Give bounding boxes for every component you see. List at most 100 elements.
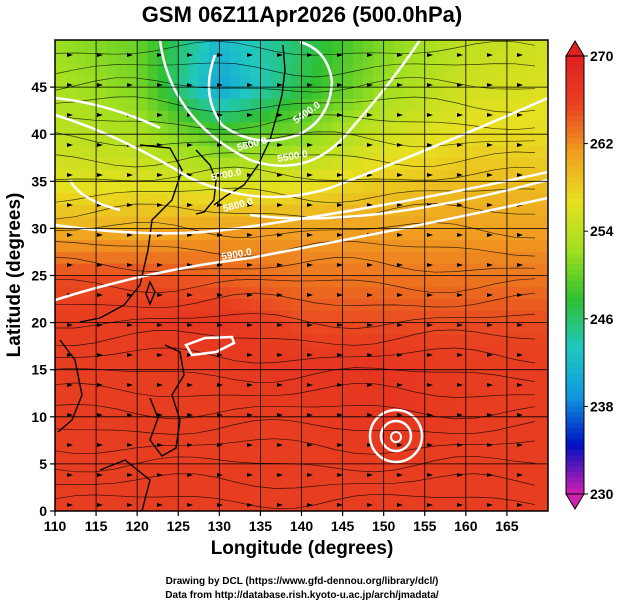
streamline-arrow	[67, 413, 73, 417]
heat-cell	[291, 322, 303, 335]
heat-cell	[260, 393, 272, 406]
heat-cell	[445, 310, 457, 324]
heat-cell	[137, 169, 149, 182]
streamline-arrow	[97, 323, 103, 327]
heat-cell	[342, 122, 354, 135]
streamline-arrow	[247, 233, 253, 237]
heat-cell	[527, 428, 539, 441]
streamline-arrow	[277, 173, 283, 177]
heat-cell	[301, 169, 313, 182]
heat-cell	[209, 275, 220, 288]
heat-cell	[239, 393, 251, 406]
heat-cell	[527, 310, 539, 324]
heat-cell	[496, 240, 508, 253]
heat-cell	[517, 487, 529, 500]
heat-cell	[537, 357, 548, 371]
heat-cell	[96, 146, 107, 159]
heat-cell	[404, 357, 416, 371]
heat-cell	[126, 299, 138, 312]
heat-cell	[116, 287, 128, 300]
heat-cell	[239, 146, 251, 159]
heat-cell	[424, 487, 436, 500]
heat-cell	[352, 134, 364, 147]
heat-cell	[65, 405, 77, 418]
heat-cell	[352, 287, 364, 300]
heat-cell	[229, 157, 241, 171]
heat-cell	[445, 463, 457, 477]
heat-cell	[373, 416, 385, 430]
heat-cell	[291, 393, 303, 406]
heat-cell	[332, 475, 344, 489]
heat-cell	[147, 369, 159, 383]
heat-cell	[322, 487, 333, 500]
heat-cell	[465, 381, 477, 394]
heat-cell	[55, 499, 66, 511]
heat-cell	[147, 393, 159, 406]
streamline	[55, 221, 536, 239]
streamline-arrow	[277, 503, 283, 507]
heat-cell	[352, 263, 364, 277]
heat-cell	[517, 157, 529, 171]
heat-cell	[393, 122, 405, 135]
heat-cell	[486, 134, 498, 147]
heat-cell	[188, 369, 200, 383]
heat-cell	[393, 357, 405, 371]
heat-cell	[188, 98, 200, 112]
heat-cell	[352, 275, 364, 288]
streamline-arrow	[367, 113, 373, 117]
heat-cell	[322, 499, 333, 511]
heat-cell	[137, 51, 149, 65]
heat-cell	[85, 63, 97, 76]
heat-cell	[383, 346, 395, 359]
heat-cell	[424, 146, 436, 159]
streamline-arrow	[217, 323, 223, 327]
heat-cell	[137, 228, 149, 241]
heat-cell	[537, 240, 548, 253]
heat-cell	[435, 110, 446, 124]
heat-cell	[260, 310, 272, 324]
heat-cell	[517, 405, 529, 418]
heat-cell	[106, 369, 118, 383]
heat-cell	[250, 463, 261, 477]
colorbar-tick-label: 270	[590, 48, 614, 64]
x-tick-label: 155	[413, 518, 437, 534]
heat-cell	[476, 146, 487, 159]
heat-cell	[168, 346, 179, 359]
streamline-arrow	[427, 113, 433, 117]
heat-cell	[65, 216, 77, 229]
heat-cell	[506, 87, 518, 100]
heat-cell	[147, 251, 159, 265]
heat-cell	[311, 169, 323, 182]
heat-cell	[116, 181, 128, 194]
streamline-arrow	[277, 203, 283, 207]
heat-cell	[75, 63, 87, 76]
heat-cell	[270, 381, 282, 394]
heat-cell	[311, 275, 323, 288]
heat-cell	[424, 63, 436, 76]
heat-cell	[209, 322, 220, 335]
heat-cell	[352, 63, 364, 76]
heat-cell	[157, 228, 169, 241]
heat-cell	[281, 122, 292, 135]
heat-cell	[383, 40, 395, 53]
heat-cell	[168, 287, 179, 300]
heat-cell	[311, 405, 323, 418]
heat-cell	[116, 299, 128, 312]
heat-cell	[537, 181, 548, 194]
heat-cell	[188, 216, 200, 229]
heat-cell	[106, 357, 118, 371]
heat-cell	[209, 134, 220, 147]
heat-cell	[250, 499, 261, 511]
heat-cell	[281, 146, 292, 159]
heat-cell	[322, 157, 333, 171]
heat-cell	[322, 110, 333, 124]
heat-cell	[75, 263, 87, 277]
heat-cell	[126, 122, 138, 135]
heat-cell	[96, 299, 107, 312]
heat-cell	[383, 487, 395, 500]
heat-cell	[219, 452, 231, 465]
streamline-arrow	[187, 83, 193, 87]
heat-cell	[496, 228, 508, 241]
heat-cell	[229, 275, 241, 288]
heat-cell	[96, 98, 107, 112]
